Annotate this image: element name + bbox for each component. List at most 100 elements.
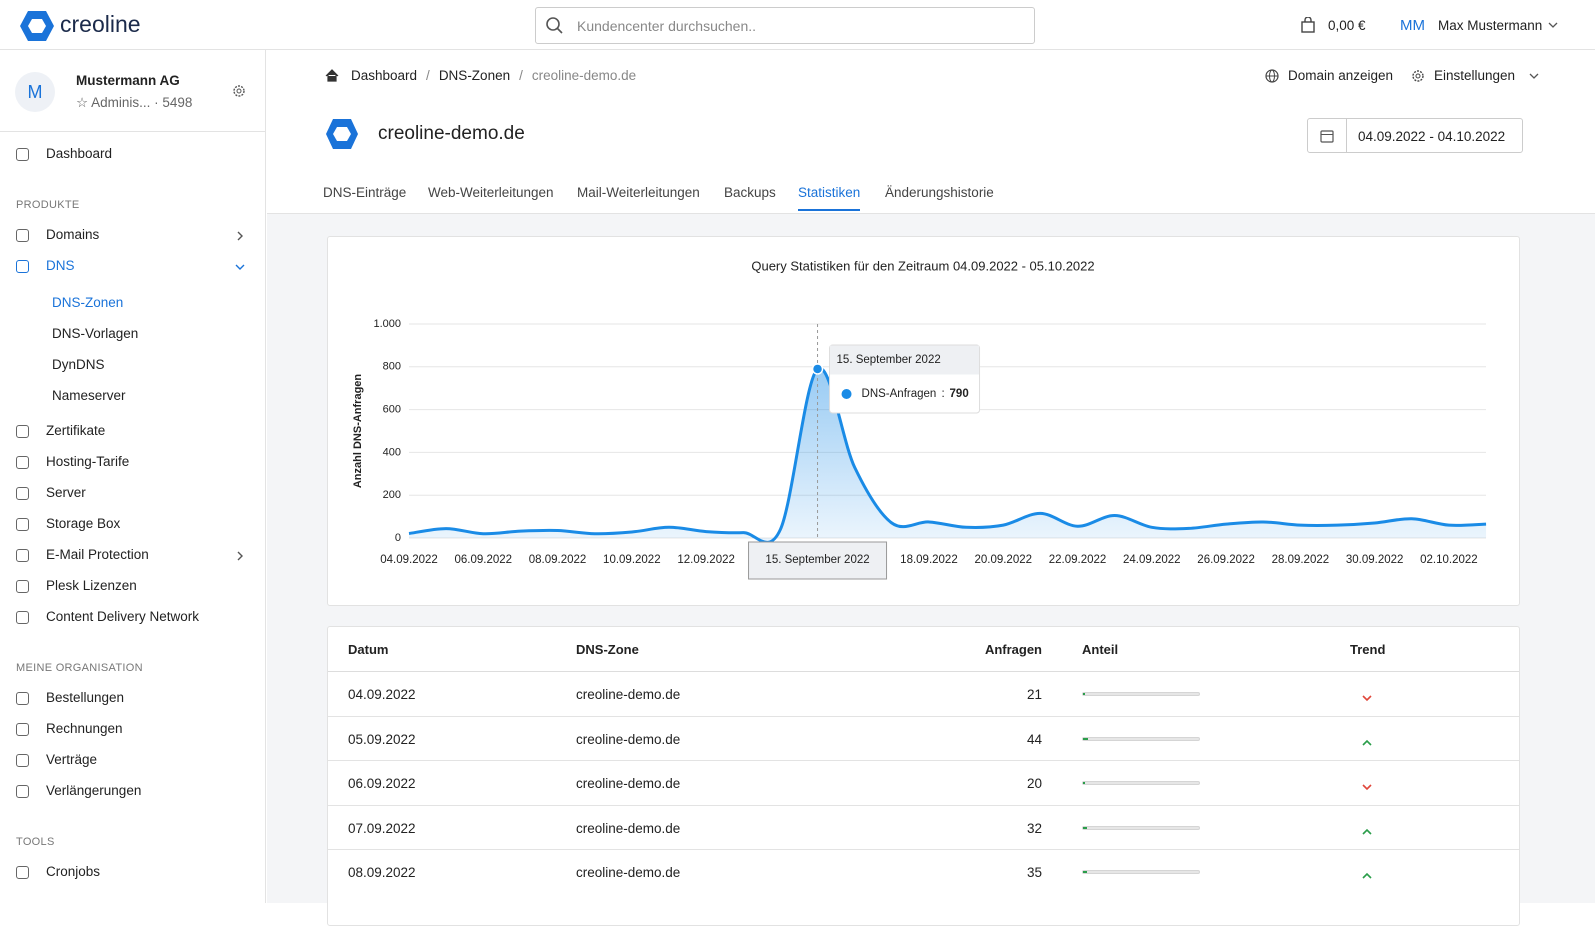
tab[interactable]: Mail-Weiterleitungen xyxy=(577,185,700,200)
x-tick-label: 28.09.2022 xyxy=(1272,554,1330,566)
crumb[interactable]: Dashboard xyxy=(351,68,418,83)
user-chevron[interactable] xyxy=(1548,21,1558,29)
chart-card: Query Statistiken für den Zeitraum 04.09… xyxy=(327,236,1520,606)
user-name[interactable]: Max Mustermann xyxy=(1438,18,1543,33)
tab[interactable]: Änderungshistorie xyxy=(885,185,994,200)
cell-date: 05.09.2022 xyxy=(348,731,416,747)
nav-item[interactable]: Zertifikate xyxy=(46,423,106,438)
hover-point xyxy=(811,363,824,375)
share-bar xyxy=(1083,826,1087,829)
nav-icon xyxy=(16,754,29,767)
nav-item[interactable]: Server xyxy=(46,485,86,500)
nav-item[interactable]: Content Delivery Network xyxy=(46,609,200,624)
nav-chevron xyxy=(234,229,246,241)
share-track xyxy=(1082,825,1200,830)
tab[interactable]: Statistiken xyxy=(798,185,861,211)
section-title: PRODUKTE xyxy=(16,199,80,211)
search-placeholder: Kundencenter durchsuchen.. xyxy=(577,18,757,34)
x-tick-label: 08.09.2022 xyxy=(529,554,587,566)
nav-subitem[interactable]: Nameserver xyxy=(52,388,126,403)
share-track xyxy=(1082,870,1200,874)
nav-icon xyxy=(16,456,29,469)
x-tick-label: 20.09.2022 xyxy=(974,554,1032,566)
x-tick-label: 10.09.2022 xyxy=(603,554,661,566)
cell-zone: creoline-demo.de xyxy=(576,687,681,702)
nav-item[interactable]: Plesk Lizenzen xyxy=(46,578,137,593)
x-tick-label: 02.10.2022 xyxy=(1420,554,1478,566)
trend-arrow xyxy=(1362,872,1372,879)
table-header: DNS-Zone xyxy=(576,642,639,657)
nav-chevron xyxy=(234,549,246,561)
nav-item[interactable]: Cronjobs xyxy=(46,864,101,879)
share-bar xyxy=(1083,693,1086,695)
y-tick-label: 1.000 xyxy=(373,318,401,330)
org-settings[interactable] xyxy=(232,84,246,98)
date-range: 04.09.2022 - 04.10.2022 xyxy=(1358,129,1506,144)
crumb[interactable]: DNS-Zonen xyxy=(438,68,511,83)
nav-item[interactable]: E-Mail Protection xyxy=(46,547,149,562)
logo-icon xyxy=(20,11,54,41)
line xyxy=(408,366,1487,544)
nav-item[interactable]: Hosting-Tarife xyxy=(46,454,130,469)
nav-chevron xyxy=(234,260,246,272)
breadcrumb: Dashboard / DNS-Zonen / creoline-demo.de xyxy=(351,68,636,83)
page-title: creoline-demo.de xyxy=(378,123,525,144)
y-tick-label: 0 xyxy=(395,532,401,544)
nav-icon xyxy=(16,692,29,705)
cell-date: 06.09.2022 xyxy=(348,776,416,791)
sidebar: M Mustermann AG ☆ Adminis... · 5498 Dash… xyxy=(0,50,266,903)
cart-total[interactable]: 0,00 € xyxy=(1328,18,1366,33)
share-track xyxy=(1082,692,1200,696)
search-box[interactable]: Kundencenter durchsuchen.. xyxy=(535,7,1035,44)
nav-item[interactable]: Rechnungen xyxy=(46,721,123,736)
cart-icon[interactable] xyxy=(1300,17,1316,33)
action-domain[interactable]: Domain anzeigen xyxy=(1288,68,1394,83)
top-bar: creoline Kundencenter durchsuchen.. 0,00… xyxy=(0,0,1595,50)
section-title: TOOLS xyxy=(16,836,55,848)
date-divider xyxy=(1346,119,1347,152)
trend-arrow xyxy=(1362,828,1372,835)
divider xyxy=(0,131,266,132)
nav-item[interactable]: DNS xyxy=(46,258,75,273)
nav-icon xyxy=(16,785,29,798)
chevron xyxy=(235,264,245,270)
share-bar xyxy=(1083,871,1088,873)
action-settings[interactable]: Einstellungen xyxy=(1434,68,1516,83)
gear-icon xyxy=(1412,70,1424,82)
nav-subitem[interactable]: DynDNS xyxy=(52,357,105,372)
nav-icon xyxy=(16,518,29,531)
date-picker[interactable]: 04.09.2022 - 04.10.2022 xyxy=(1307,118,1523,153)
share-bar xyxy=(1083,782,1086,784)
calendar-icon xyxy=(1320,130,1334,143)
tab[interactable]: Backups xyxy=(724,185,776,200)
row-border xyxy=(328,760,1519,761)
main: Dashboard / DNS-Zonen / creoline-demo.de Dom… xyxy=(267,50,1595,926)
crosshair-label: 15. September 2022 xyxy=(765,554,869,566)
user-initials[interactable]: MM xyxy=(1400,17,1425,34)
nav-item[interactable]: Bestellungen xyxy=(46,690,125,705)
trend-icon xyxy=(1362,734,1372,746)
tab[interactable]: Web-Weiterleitungen xyxy=(428,185,554,200)
row-border xyxy=(328,804,1519,806)
nav-subitem[interactable]: DNS-Zonen xyxy=(52,295,124,310)
trend-arrow xyxy=(1362,739,1372,746)
home-icon[interactable] xyxy=(325,69,339,82)
trend-arrow xyxy=(1362,695,1372,702)
tab[interactable]: DNS-Einträge xyxy=(323,185,407,200)
org-number: 5498 xyxy=(162,95,193,110)
nav-item[interactable]: Verlängerungen xyxy=(46,783,142,798)
nav-subitem[interactable]: DNS-Vorlagen xyxy=(52,326,139,341)
section-title: MEINE ORGANISATION xyxy=(16,662,143,674)
row-border xyxy=(328,849,1519,850)
nav-item[interactable]: Dashboard xyxy=(46,146,113,161)
table-header: Anteil xyxy=(1082,642,1119,657)
share-track xyxy=(1082,736,1200,741)
settings-chevron[interactable] xyxy=(1529,72,1539,80)
org-name: Mustermann AG xyxy=(76,73,180,88)
chevron xyxy=(237,231,243,241)
nav-item[interactable]: Domains xyxy=(46,227,100,242)
nav-item[interactable]: Storage Box xyxy=(46,516,121,531)
chart: Query Statistiken für den Zeitraum 04.09… xyxy=(352,258,1487,580)
nav-item[interactable]: Verträge xyxy=(46,752,98,767)
y-axis-label: Anzahl DNS-Anfragen xyxy=(352,374,364,489)
